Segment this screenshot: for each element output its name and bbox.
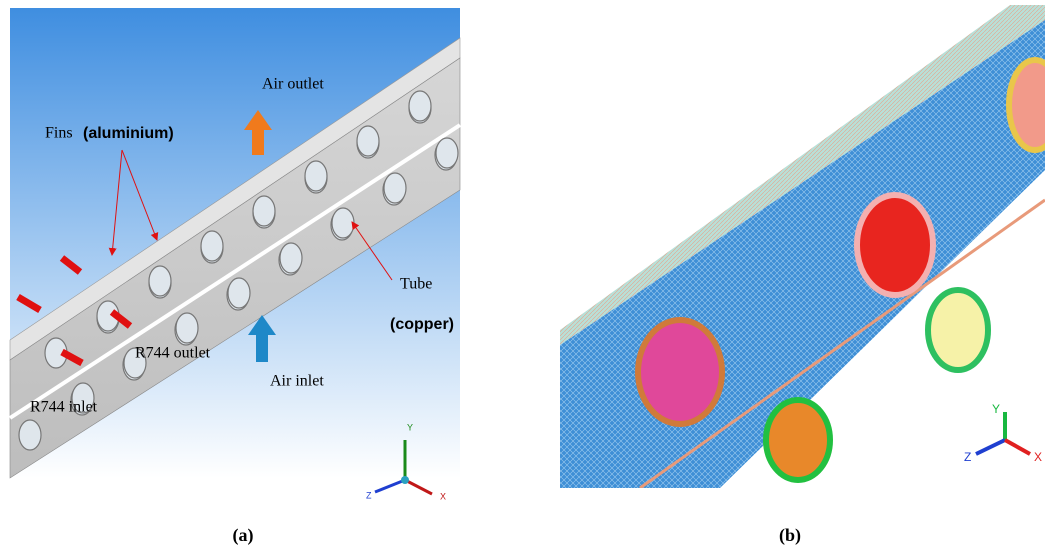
axis-triad: Y Z X — [964, 402, 1042, 464]
tube — [1009, 60, 1050, 150]
tube — [176, 313, 198, 343]
tube — [149, 266, 171, 296]
tube — [857, 195, 933, 295]
caption: (b) — [779, 525, 801, 546]
tube — [436, 138, 458, 168]
tube — [228, 278, 250, 308]
tube — [332, 208, 354, 238]
panel-a: Air outlet Fins (aluminium) Tube (copper… — [10, 8, 460, 501]
label: (aluminium) — [83, 125, 174, 142]
axis-label: Z — [964, 450, 971, 464]
tube — [409, 91, 431, 121]
panel-b: Y Z X — [560, 5, 1050, 488]
tube — [253, 196, 275, 226]
label: Tube — [400, 276, 432, 293]
tube — [280, 243, 302, 273]
tube — [19, 420, 41, 450]
label: Air outlet — [262, 76, 324, 93]
axis-label: Y — [992, 402, 1000, 416]
axis-label: X — [440, 491, 446, 501]
axis-label: X — [1034, 450, 1042, 464]
tube — [384, 173, 406, 203]
tube — [766, 400, 830, 480]
label: R744 inlet — [30, 399, 98, 416]
figure: Air outlet Fins (aluminium) Tube (copper… — [0, 0, 1050, 551]
label: (copper) — [390, 316, 454, 333]
tube — [201, 231, 223, 261]
axis-label: Z — [366, 490, 372, 500]
label: R744 outlet — [135, 345, 211, 362]
label: Fins — [45, 125, 73, 142]
tube — [305, 161, 327, 191]
tube — [357, 126, 379, 156]
label: Air inlet — [270, 373, 324, 390]
axis-label: Y — [407, 422, 413, 432]
tube — [638, 320, 722, 424]
caption: (a) — [233, 525, 254, 546]
tube — [928, 290, 988, 370]
